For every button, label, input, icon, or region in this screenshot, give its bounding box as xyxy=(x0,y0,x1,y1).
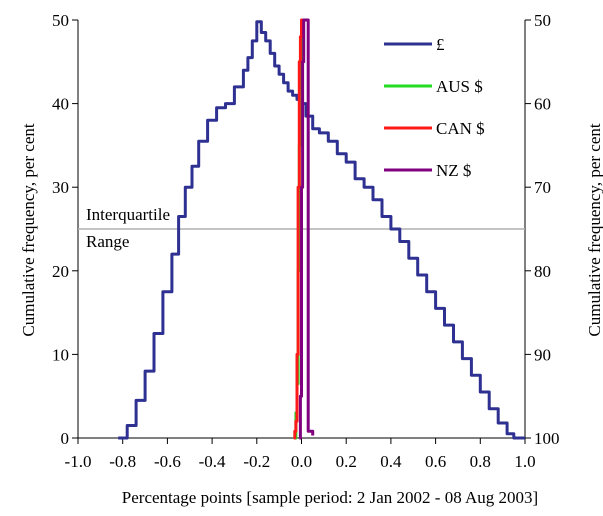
y-axis-label-left: Cumulative frequency, per cent xyxy=(19,123,38,336)
x-tick-label: 0.2 xyxy=(336,452,357,471)
y-tick-label-right: 70 xyxy=(534,178,551,197)
y-tick-label-right: 60 xyxy=(534,95,551,114)
series-line xyxy=(298,18,315,440)
x-tick-label: -0.4 xyxy=(199,452,226,471)
x-tick-label: 1.0 xyxy=(514,452,535,471)
x-tick-label: -0.6 xyxy=(154,452,181,471)
y-tick-label-left: 20 xyxy=(52,262,69,281)
x-tick-label: 0.8 xyxy=(470,452,491,471)
y-tick-label-left: 10 xyxy=(52,345,69,364)
plot-area xyxy=(118,18,525,440)
y-tick-label-left: 50 xyxy=(52,11,69,30)
range-label: Range xyxy=(86,232,129,251)
series-line xyxy=(293,18,305,440)
axes: 0 10 20 30 40 50 100 90 80 70 60 50 -1.0 -0.8 -0.6 -0.4… xyxy=(52,11,560,471)
x-tick-label: -0.8 xyxy=(109,452,136,471)
interquartile-label: Interquartile xyxy=(86,205,170,224)
legend-label: CAN $ xyxy=(436,119,485,138)
legend-label: NZ $ xyxy=(436,161,471,180)
y-tick-label-left: 40 xyxy=(52,95,69,114)
x-tick-label: 0.0 xyxy=(291,452,312,471)
legend: £ AUS $ CAN $ NZ $ xyxy=(384,35,485,180)
x-tick-label: -1.0 xyxy=(65,452,92,471)
x-tick-label: 0.4 xyxy=(380,452,402,471)
y-axis-label-right: Cumulative frequency, per cent xyxy=(585,123,603,336)
x-tick-label: -0.2 xyxy=(243,452,270,471)
y-tick-label-right: 50 xyxy=(534,11,551,30)
x-tick-label: 0.6 xyxy=(425,452,446,471)
series-line xyxy=(118,20,525,440)
interquartile-range-line: Interquartile Range xyxy=(78,205,525,251)
y-tick-label-right: 80 xyxy=(534,262,551,281)
x-axis-label: Percentage points [sample period: 2 Jan … xyxy=(122,488,538,507)
legend-label: AUS $ xyxy=(436,77,483,96)
legend-label: £ xyxy=(436,35,445,54)
y-tick-label-right: 90 xyxy=(534,345,551,364)
y-tick-label-left: 0 xyxy=(61,429,70,448)
y-tick-label-left: 30 xyxy=(52,178,69,197)
y-tick-label-right: 100 xyxy=(534,429,560,448)
